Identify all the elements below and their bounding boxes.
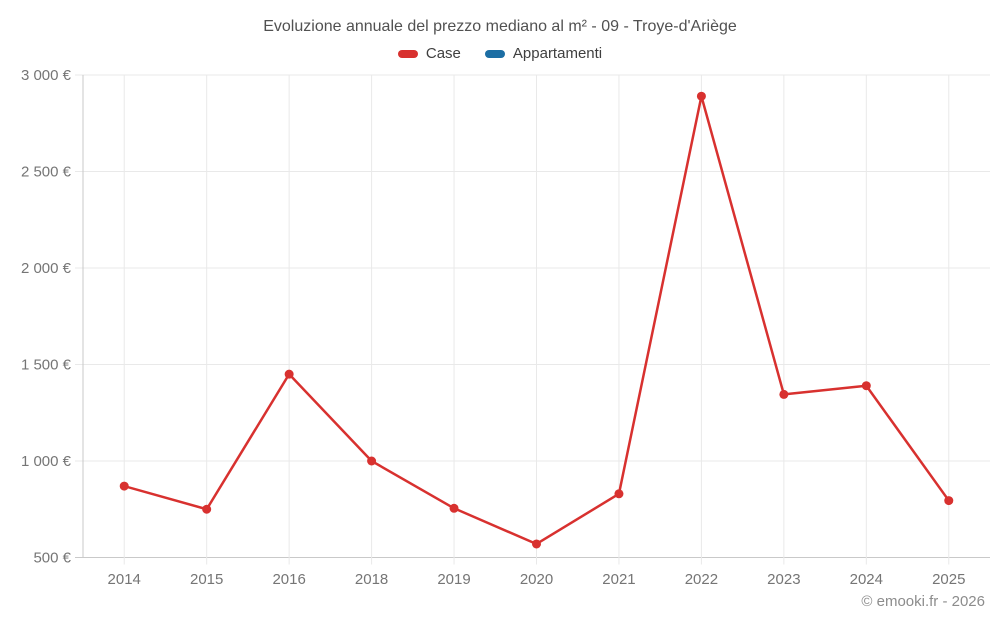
data-point-case-2020[interactable] — [532, 539, 541, 549]
y-axis-label-1500: 1 500 € — [21, 357, 72, 374]
data-point-case-2024[interactable] — [861, 381, 871, 391]
data-point-case-2015[interactable] — [202, 504, 212, 514]
x-axis-label-2024: 2024 — [850, 571, 883, 588]
x-axis-label-2015: 2015 — [190, 571, 223, 588]
y-axis-label-2000: 2 000 € — [21, 260, 72, 277]
watermark-credit: © emooki.fr - 2026 — [861, 593, 985, 610]
y-axis-label-3000: 3 000 € — [21, 67, 72, 84]
x-axis-label-2022: 2022 — [685, 571, 718, 588]
x-axis-label-2019: 2019 — [437, 571, 470, 588]
x-axis-label-2023: 2023 — [767, 571, 800, 588]
x-axis-label-2021: 2021 — [602, 571, 635, 588]
y-axis-label-1000: 1 000 € — [21, 453, 72, 470]
data-point-case-2018[interactable] — [367, 456, 377, 466]
x-axis-label-2014: 2014 — [108, 571, 141, 588]
legend-item-case[interactable]: Case — [397, 45, 461, 62]
data-point-case-2022[interactable] — [696, 91, 706, 101]
case-series-swatch — [397, 49, 418, 58]
x-axis-label-2020: 2020 — [520, 571, 553, 588]
data-point-case-2023[interactable] — [779, 389, 789, 399]
data-point-case-2014[interactable] — [119, 481, 129, 491]
legend: Case Appartamenti — [0, 45, 1000, 62]
data-point-case-2025[interactable] — [944, 496, 954, 506]
x-axis-label-2025: 2025 — [932, 571, 965, 588]
legend-label-appartamenti: Appartamenti — [512, 45, 603, 62]
y-axis-label-2500: 2 500 € — [21, 164, 72, 181]
legend-item-appartamenti[interactable]: Appartamenti — [484, 45, 603, 62]
appartamenti-series-swatch — [484, 49, 505, 58]
data-point-case-2019[interactable] — [449, 503, 459, 513]
x-axis-label-2018: 2018 — [355, 571, 388, 588]
x-axis-label-2016: 2016 — [272, 571, 305, 588]
data-point-case-2016[interactable] — [284, 369, 294, 379]
y-axis-label-500: 500 € — [33, 550, 71, 567]
data-point-case-2021[interactable] — [614, 489, 624, 499]
legend-label-case: Case — [425, 45, 461, 62]
